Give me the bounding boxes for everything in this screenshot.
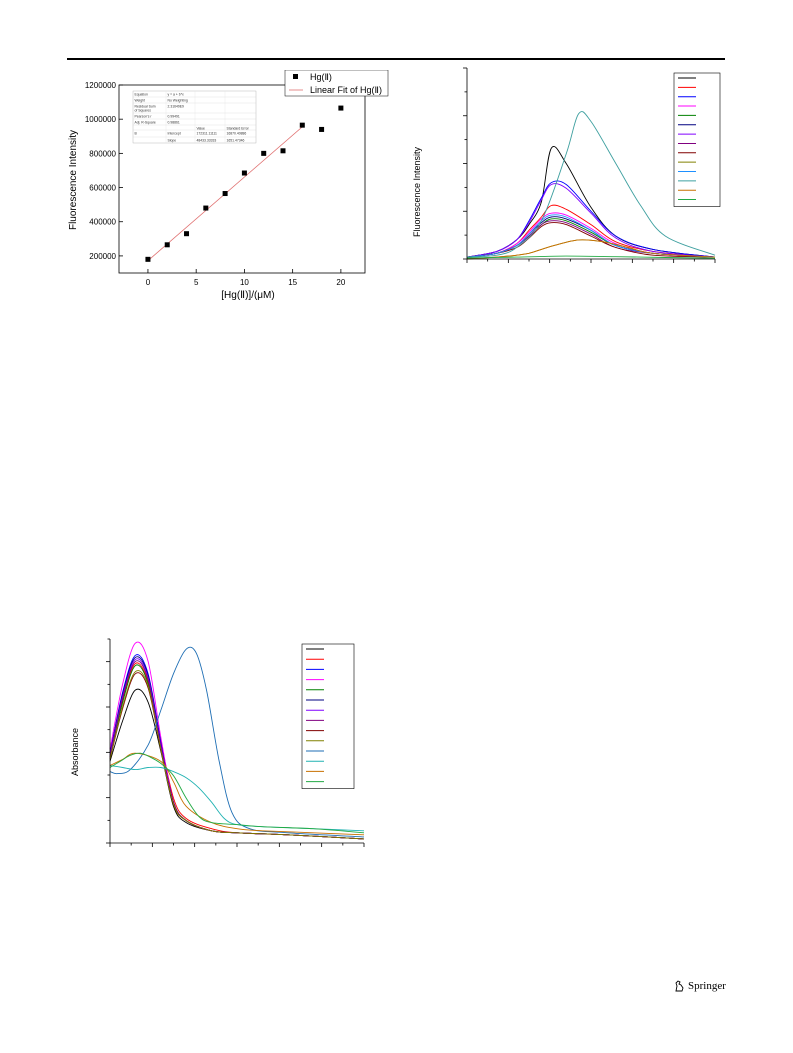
y-axis-title: Fluorescence Intensity	[68, 130, 79, 230]
fluorescence-spectra-chart: Fluorescence Intensity	[412, 67, 721, 263]
y-tick-label: 600000	[89, 184, 116, 193]
stats-cell: Value	[197, 126, 206, 130]
spectrum-line	[109, 670, 365, 840]
x-tick-label: 20	[336, 278, 345, 287]
spectrum-line	[109, 752, 365, 836]
x-axis-title: [Hg(Ⅱ)]/(μM)	[221, 290, 274, 301]
stats-cell: 16870.40886	[227, 131, 247, 135]
data-point	[280, 148, 286, 154]
stats-cell: 1651.47346	[227, 138, 245, 142]
publisher-name: Springer	[688, 980, 726, 992]
header-rule	[67, 58, 725, 60]
x-tick-label: 0	[146, 278, 151, 287]
absorbance-spectra-chart: Absorbance	[70, 638, 365, 847]
stats-cell: 48433.33333	[197, 138, 217, 142]
spectrum-line	[466, 111, 716, 258]
spectrum-line	[466, 255, 716, 259]
legend-marker-square	[293, 74, 298, 79]
y-tick-label: 1000000	[85, 115, 117, 124]
stats-cell: 2.31649E9	[168, 104, 185, 108]
spectrum-line	[466, 214, 716, 258]
plot-frame	[118, 84, 366, 274]
stats-cell: Adj. R-Square	[135, 120, 156, 124]
legend	[673, 72, 721, 207]
stats-cell: B	[135, 131, 138, 135]
stats-cell: Residual Sum	[135, 104, 156, 108]
data-point	[222, 191, 228, 197]
x-tick-label: 5	[194, 278, 199, 287]
legend-entry-fit: Linear Fit of Hg(Ⅱ)	[310, 85, 382, 95]
stats-cell: Intercept	[168, 131, 181, 135]
calibration-chart: 0 5 10 15 20 200000 400000 600000 800000 1000000 1…	[68, 70, 389, 301]
x-tick-label: 15	[288, 278, 297, 287]
legend-frame	[301, 643, 355, 789]
y-axis-title: Absorbance	[70, 728, 80, 776]
data-point	[184, 231, 190, 237]
publisher-logo: Springer	[674, 980, 726, 992]
stats-cell: of Squares	[135, 108, 152, 112]
spectrum-line	[109, 752, 365, 834]
y-tick-label: 200000	[89, 252, 116, 261]
stats-cell: 172311.11111	[197, 131, 218, 135]
stats-cell: No Weighting	[168, 98, 188, 102]
stats-cell: y = a + b*x	[168, 92, 185, 96]
spectrum-line	[109, 646, 365, 838]
stats-cell: Equation	[135, 92, 148, 96]
data-point	[319, 126, 325, 132]
legend: Hg(Ⅱ) Linear Fit of Hg(Ⅱ)	[284, 70, 389, 97]
y-tick-label: 800000	[89, 149, 116, 158]
stats-cell: Pearson's r	[135, 114, 153, 118]
legend-entry-data: Hg(Ⅱ)	[310, 72, 332, 82]
spectrum-line	[466, 183, 716, 258]
stats-cell: 0.99491	[168, 114, 180, 118]
legend-frame	[673, 72, 721, 207]
stats-cell: Slope	[168, 138, 177, 142]
stats-cell: Weight	[135, 98, 146, 102]
x-tick-label: 10	[240, 278, 249, 287]
stats-cell: Standard Error	[227, 126, 250, 130]
spectrum-line	[466, 239, 716, 260]
data-point	[338, 105, 344, 111]
spectrum-line	[466, 212, 716, 258]
stats-cell: 0.98861	[168, 120, 180, 124]
y-axis-title: Fluorescence Intensity	[412, 146, 422, 237]
data-point	[164, 242, 170, 248]
y-tick-label: 400000	[89, 218, 116, 227]
spectrum-line	[466, 222, 716, 258]
stats-table-frame	[132, 90, 257, 144]
springer-horse-icon	[675, 980, 684, 992]
data-point	[241, 170, 247, 176]
fit-stats-table: Equation y = a + b*x Weight No Weighting Res…	[132, 90, 257, 144]
legend	[301, 643, 355, 789]
data-point	[203, 205, 209, 211]
data-point	[299, 122, 305, 128]
data-point	[145, 256, 151, 262]
y-tick-label: 1200000	[85, 81, 117, 90]
data-point	[261, 150, 267, 156]
